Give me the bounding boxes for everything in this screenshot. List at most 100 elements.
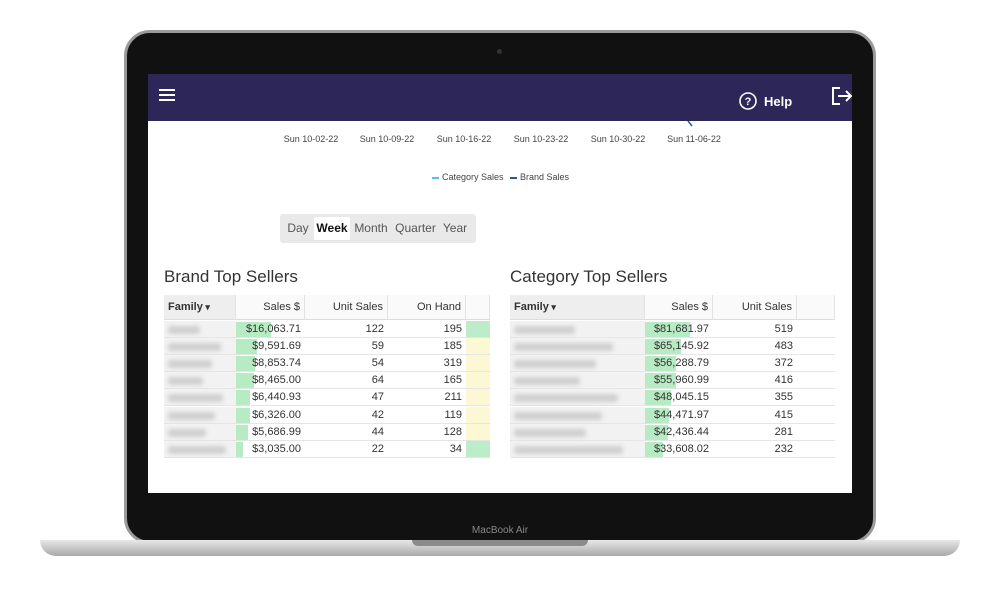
sales-bar — [236, 424, 249, 440]
camera — [497, 49, 502, 54]
legend-label: Brand Sales — [520, 172, 570, 182]
family-cell — [164, 321, 236, 338]
table-cell: $8,853.74 — [236, 355, 305, 373]
cell-text: $65,145.92 — [653, 340, 709, 353]
table-cell: 44 — [305, 424, 388, 441]
table-cell: 372 — [713, 355, 797, 373]
blurred-family — [514, 411, 602, 420]
period-option[interactable]: Month — [354, 221, 388, 235]
blurred-family — [514, 428, 586, 437]
period-option[interactable]: Week — [314, 217, 350, 240]
column-header[interactable]: On Hand — [388, 295, 466, 320]
logout-button[interactable] — [831, 86, 852, 106]
table-cell: $3,035.00 — [236, 441, 305, 458]
column-header[interactable]: Unit Sales — [713, 295, 797, 320]
help-icon[interactable]: ? — [739, 92, 759, 112]
sales-bar — [645, 424, 669, 440]
stock-indicator — [797, 423, 835, 441]
table-cell: $6,440.93 — [236, 389, 305, 407]
table-cell: 355 — [713, 389, 797, 407]
legend-swatch — [432, 177, 439, 179]
table-cell: 122 — [305, 321, 388, 338]
blurred-family — [168, 343, 221, 352]
sales-bar — [645, 356, 676, 372]
blurred-family — [514, 343, 613, 352]
column-header[interactable]: Unit Sales — [305, 295, 388, 320]
sort-icon[interactable]: ▾ — [548, 302, 556, 312]
sales-bar — [645, 322, 690, 337]
column-header — [797, 295, 835, 320]
sales-bar — [236, 390, 250, 406]
table-title: Brand Top Sellers — [164, 267, 298, 286]
blurred-family — [168, 411, 215, 420]
stock-indicator — [466, 406, 490, 424]
family-cell — [510, 355, 645, 373]
column-header[interactable]: Sales $ — [236, 295, 305, 320]
blurred-family — [168, 360, 212, 369]
sales-bar — [645, 339, 681, 355]
stock-indicator — [466, 355, 490, 373]
table-cell: 483 — [713, 338, 797, 356]
table-cell: $44,471.97 — [645, 407, 713, 424]
stock-indicator — [797, 440, 835, 458]
table-cell: $33,608.02 — [645, 441, 713, 458]
sales-bar — [645, 373, 676, 389]
table-cell: $9,591.69 — [236, 338, 305, 356]
stock-indicator — [466, 338, 490, 356]
period-option[interactable]: Year — [442, 221, 468, 235]
cell-text: $81,681.97 — [653, 323, 709, 335]
blurred-family — [168, 428, 207, 437]
blurred-family — [168, 377, 204, 386]
blurred-family — [514, 394, 618, 403]
family-cell — [164, 440, 236, 458]
table-cell: 165 — [388, 372, 466, 390]
sales-bar — [236, 339, 257, 355]
period-option[interactable]: Day — [287, 221, 309, 235]
cell-text: $33,608.02 — [653, 442, 709, 455]
table-cell: 195 — [388, 321, 466, 338]
stock-indicator — [466, 372, 490, 390]
stock-indicator — [466, 389, 490, 407]
sales-bar — [645, 407, 670, 423]
table-cell: 281 — [713, 424, 797, 441]
period-toggle: Day Week Month Quarter Year — [280, 214, 476, 243]
cell-text: $5,686.99 — [252, 425, 301, 438]
menu-button[interactable] — [159, 89, 177, 103]
x-axis-label: Sun 10-16-22 — [436, 134, 492, 144]
sales-bar — [236, 322, 271, 337]
blurred-family — [168, 394, 224, 403]
period-option[interactable]: Quarter — [395, 221, 436, 235]
cell-text: $55,960.99 — [653, 374, 709, 387]
stock-indicator — [797, 355, 835, 373]
cell-text: $56,288.79 — [653, 357, 709, 370]
table-cell: 34 — [388, 441, 466, 458]
column-header[interactable]: Sales $ — [645, 295, 713, 320]
x-axis-label: Sun 10-30-22 — [590, 134, 646, 144]
family-cell — [510, 372, 645, 390]
help-link[interactable]: Help — [764, 94, 793, 109]
legend-swatch — [510, 177, 517, 179]
device-label: MacBook Air — [471, 525, 529, 536]
family-cell — [164, 389, 236, 407]
table-cell: $55,960.99 — [645, 372, 713, 390]
cell-text: $6,326.00 — [252, 408, 301, 421]
column-header[interactable]: Family ▾ — [510, 295, 645, 320]
laptop-notch — [412, 540, 588, 546]
sort-icon[interactable]: ▾ — [202, 302, 210, 312]
legend-label: Category Sales — [442, 172, 504, 182]
column-header[interactable]: Family ▾ — [164, 295, 236, 320]
table-cell: $16,063.71 — [236, 321, 305, 338]
family-cell — [510, 423, 645, 441]
blurred-family — [168, 445, 227, 454]
table-cell: 415 — [713, 407, 797, 424]
table-cell: $48,045.15 — [645, 389, 713, 407]
family-cell — [510, 440, 645, 458]
cell-text: $6,440.93 — [252, 391, 301, 404]
blurred-family — [514, 326, 575, 334]
family-cell — [164, 372, 236, 390]
table-cell: 232 — [713, 441, 797, 458]
stock-indicator — [797, 321, 835, 338]
sales-bar — [645, 390, 672, 406]
blurred-family — [514, 445, 624, 454]
blurred-family — [514, 377, 581, 386]
